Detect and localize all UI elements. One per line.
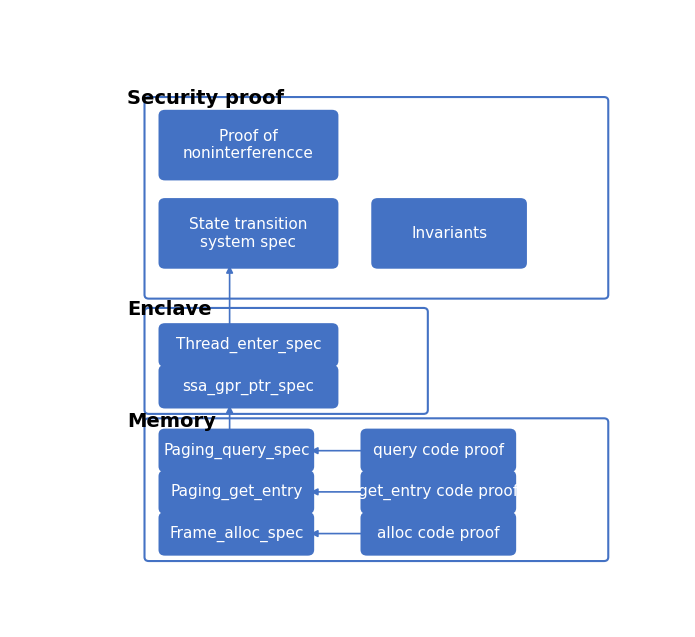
- Text: Thread_enter_spec: Thread_enter_spec: [176, 337, 321, 353]
- Text: Paging_query_spec: Paging_query_spec: [163, 442, 310, 459]
- FancyBboxPatch shape: [361, 470, 516, 514]
- FancyBboxPatch shape: [145, 97, 608, 299]
- Text: query code proof: query code proof: [373, 443, 504, 458]
- Text: Proof of
noninterferencce: Proof of noninterferencce: [183, 129, 314, 161]
- FancyBboxPatch shape: [371, 198, 527, 269]
- Text: Frame_alloc_spec: Frame_alloc_spec: [169, 526, 304, 542]
- FancyBboxPatch shape: [158, 470, 314, 514]
- Text: Security proof: Security proof: [127, 89, 284, 108]
- FancyBboxPatch shape: [145, 419, 608, 561]
- FancyBboxPatch shape: [158, 323, 338, 367]
- FancyBboxPatch shape: [158, 429, 314, 472]
- Text: State transition
system spec: State transition system spec: [189, 217, 308, 250]
- Text: Memory: Memory: [127, 412, 216, 431]
- Text: Invariants: Invariants: [411, 226, 487, 241]
- FancyBboxPatch shape: [158, 110, 338, 180]
- Text: ssa_gpr_ptr_spec: ssa_gpr_ptr_spec: [183, 379, 314, 394]
- Text: alloc code proof: alloc code proof: [377, 526, 500, 541]
- Text: Paging_get_entry: Paging_get_entry: [170, 484, 302, 500]
- FancyBboxPatch shape: [158, 198, 338, 269]
- FancyBboxPatch shape: [361, 429, 516, 472]
- FancyBboxPatch shape: [158, 512, 314, 555]
- Text: Enclave: Enclave: [127, 299, 212, 318]
- FancyBboxPatch shape: [361, 512, 516, 555]
- FancyBboxPatch shape: [145, 308, 428, 414]
- Text: get_entry code proof: get_entry code proof: [358, 484, 518, 500]
- FancyBboxPatch shape: [158, 365, 338, 408]
